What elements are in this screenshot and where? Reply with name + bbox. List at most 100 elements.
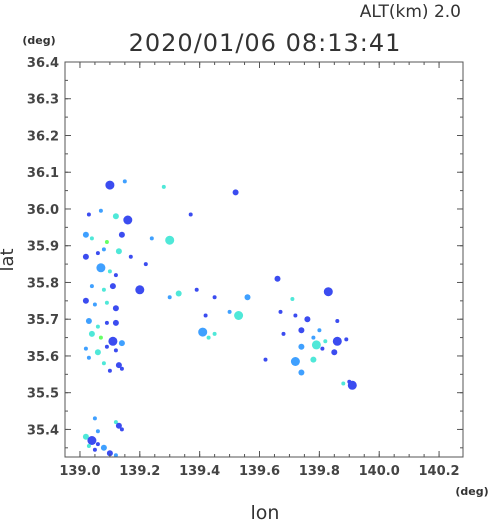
data-point: [109, 283, 116, 290]
data-point: [82, 253, 89, 260]
data-point: [232, 189, 239, 196]
data-point: [274, 275, 281, 282]
data-point: [87, 436, 97, 445]
data-point: [347, 380, 357, 390]
data-point: [310, 356, 317, 363]
data-point: [104, 320, 109, 325]
data-point: [194, 287, 199, 292]
data-point: [341, 381, 346, 386]
data-point: [161, 184, 166, 189]
data-point: [95, 251, 100, 256]
data-point: [112, 305, 119, 312]
y-tick-label: 36.1: [27, 166, 59, 181]
data-point: [89, 284, 94, 289]
data-point: [143, 262, 148, 267]
data-point: [281, 331, 286, 336]
data-point: [311, 340, 321, 350]
x-tick-label: 139.8: [299, 464, 340, 479]
y-tick-label: 35.7: [27, 313, 59, 328]
data-point: [113, 348, 118, 353]
x-tick-label: 139.6: [239, 464, 280, 479]
y-tick-label: 35.5: [27, 387, 59, 402]
data-point: [278, 309, 283, 314]
points-layer: [82, 179, 357, 458]
data-point: [113, 420, 118, 425]
data-point: [290, 297, 295, 301]
data-point: [82, 297, 89, 304]
data-point: [89, 236, 94, 241]
data-point: [244, 294, 251, 301]
data-point: [331, 349, 338, 356]
data-point: [344, 337, 349, 342]
data-point: [92, 416, 97, 421]
data-point: [92, 302, 97, 307]
y-tick-label: 36.3: [27, 93, 59, 108]
data-point: [104, 300, 109, 305]
x-axis-unit: (deg): [455, 485, 488, 498]
chart-subtitle: ALT(km) 2.0: [360, 2, 461, 22]
ticks-layer: 139.0 139.2 139.4 139.6 139.8 140.0 140.2 35.4 3…: [27, 56, 463, 479]
data-point: [96, 263, 106, 273]
data-point: [86, 355, 91, 360]
data-point: [128, 254, 133, 259]
data-point: [323, 287, 333, 297]
data-point: [122, 179, 127, 184]
data-point: [86, 444, 91, 448]
data-point: [119, 427, 124, 432]
data-point: [118, 340, 125, 347]
y-tick-label: 35.8: [27, 276, 59, 291]
data-point: [198, 327, 208, 337]
x-tick-label: 140.0: [359, 464, 400, 479]
data-point: [323, 339, 328, 344]
y-axis-unit: (deg): [22, 34, 55, 47]
data-point: [101, 287, 106, 292]
data-point: [298, 327, 305, 334]
data-point: [212, 295, 217, 300]
data-point: [188, 212, 193, 217]
data-point: [320, 346, 325, 351]
data-point: [263, 357, 268, 362]
data-point: [100, 444, 107, 451]
data-point: [115, 248, 122, 255]
data-point: [115, 362, 122, 369]
y-tick-label: 35.4: [27, 423, 59, 438]
data-point: [332, 336, 342, 346]
data-point: [290, 357, 300, 366]
data-point: [101, 247, 106, 252]
x-axis-label: lon: [251, 502, 280, 521]
data-point: [298, 343, 305, 350]
data-point: [119, 366, 124, 371]
data-point: [107, 368, 112, 373]
data-point: [107, 269, 112, 274]
data-point: [234, 311, 244, 320]
y-tick-label: 36.2: [27, 129, 59, 144]
data-point: [98, 208, 103, 213]
data-point: [113, 273, 118, 278]
data-point: [212, 331, 217, 336]
data-point: [135, 285, 145, 295]
data-point: [101, 361, 106, 366]
y-tick-label: 36.0: [27, 203, 59, 218]
data-point: [82, 433, 89, 440]
data-point: [104, 344, 109, 349]
data-point: [82, 231, 89, 238]
y-tick-label: 36.4: [27, 56, 59, 71]
data-point: [165, 235, 175, 245]
data-point: [112, 213, 119, 220]
data-point: [311, 335, 316, 340]
data-point: [203, 313, 208, 318]
data-point: [123, 215, 133, 225]
chart-title: 2020/01/06 08:13:41: [129, 29, 402, 57]
data-point: [304, 316, 311, 323]
data-point: [167, 295, 172, 300]
plot-frame: [64, 61, 464, 458]
data-point: [98, 335, 103, 340]
data-point: [95, 442, 100, 447]
y-axis-label: lat: [0, 248, 18, 271]
data-point: [83, 346, 88, 351]
data-point: [92, 447, 97, 452]
data-point: [227, 309, 232, 314]
data-point: [106, 450, 113, 457]
x-tick-label: 139.4: [179, 464, 220, 479]
